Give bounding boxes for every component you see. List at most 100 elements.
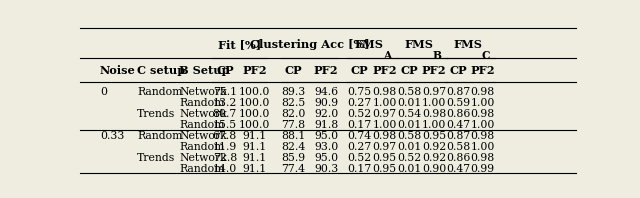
Text: Random: Random xyxy=(179,120,225,130)
Text: 0.98: 0.98 xyxy=(470,87,495,97)
Text: 75.1: 75.1 xyxy=(212,87,237,97)
Text: 95.0: 95.0 xyxy=(314,153,338,163)
Text: 0.86: 0.86 xyxy=(446,153,470,163)
Text: CP: CP xyxy=(401,65,418,76)
Text: 0.58: 0.58 xyxy=(397,131,422,141)
Text: 0.52: 0.52 xyxy=(348,109,372,119)
Text: 0.98: 0.98 xyxy=(422,109,446,119)
Text: 0.17: 0.17 xyxy=(348,164,372,174)
Text: 82.4: 82.4 xyxy=(281,142,305,152)
Text: Random: Random xyxy=(179,164,225,174)
Text: Network: Network xyxy=(179,153,227,163)
Text: C: C xyxy=(481,50,490,61)
Text: 0.52: 0.52 xyxy=(397,153,422,163)
Text: 77.8: 77.8 xyxy=(281,120,305,130)
Text: 0.97: 0.97 xyxy=(372,109,397,119)
Text: 80.7: 80.7 xyxy=(212,109,237,119)
Text: 1.00: 1.00 xyxy=(422,120,446,130)
Text: FMS: FMS xyxy=(404,39,433,50)
Text: 0.01: 0.01 xyxy=(397,164,422,174)
Text: PF2: PF2 xyxy=(243,65,267,76)
Text: Random: Random xyxy=(137,131,182,141)
Text: 95.0: 95.0 xyxy=(314,131,338,141)
Text: 0.95: 0.95 xyxy=(372,164,397,174)
Text: Noise: Noise xyxy=(100,65,136,76)
Text: 0.98: 0.98 xyxy=(372,87,397,97)
Text: 0.52: 0.52 xyxy=(348,153,372,163)
Text: 92.0: 92.0 xyxy=(314,109,338,119)
Text: 0.98: 0.98 xyxy=(470,131,495,141)
Text: 82.5: 82.5 xyxy=(281,98,305,108)
Text: 85.9: 85.9 xyxy=(281,153,305,163)
Text: 15.5: 15.5 xyxy=(212,120,237,130)
Text: 0.97: 0.97 xyxy=(422,87,446,97)
Text: 91.1: 91.1 xyxy=(243,153,267,163)
Text: 13.2: 13.2 xyxy=(212,98,237,108)
Text: 0.90: 0.90 xyxy=(422,164,446,174)
Text: 0.59: 0.59 xyxy=(446,98,470,108)
Text: 1.00: 1.00 xyxy=(372,98,397,108)
Text: 100.0: 100.0 xyxy=(239,109,270,119)
Text: Fit [%]: Fit [%] xyxy=(218,39,261,50)
Text: 1.00: 1.00 xyxy=(470,98,495,108)
Text: Network: Network xyxy=(179,109,227,119)
Text: 0.58: 0.58 xyxy=(397,87,422,97)
Text: 0.97: 0.97 xyxy=(372,142,397,152)
Text: Trends: Trends xyxy=(137,109,175,119)
Text: PF2: PF2 xyxy=(372,65,397,76)
Text: 91.1: 91.1 xyxy=(243,131,267,141)
Text: 0.98: 0.98 xyxy=(372,131,397,141)
Text: C setup: C setup xyxy=(137,65,186,76)
Text: 90.3: 90.3 xyxy=(314,164,338,174)
Text: PF2: PF2 xyxy=(422,65,447,76)
Text: 100.0: 100.0 xyxy=(239,120,270,130)
Text: 11.9: 11.9 xyxy=(212,142,237,152)
Text: 0.75: 0.75 xyxy=(348,87,372,97)
Text: 1.00: 1.00 xyxy=(372,120,397,130)
Text: 0.95: 0.95 xyxy=(422,131,446,141)
Text: 1.00: 1.00 xyxy=(422,98,446,108)
Text: Clustering Acc [%]: Clustering Acc [%] xyxy=(250,39,369,50)
Text: Network: Network xyxy=(179,131,227,141)
Text: 82.0: 82.0 xyxy=(281,109,305,119)
Text: 100.0: 100.0 xyxy=(239,87,270,97)
Text: 91.1: 91.1 xyxy=(243,142,267,152)
Text: Random: Random xyxy=(179,142,225,152)
Text: CP: CP xyxy=(449,65,467,76)
Text: 0.33: 0.33 xyxy=(100,131,124,141)
Text: Random: Random xyxy=(179,98,225,108)
Text: CP: CP xyxy=(351,65,369,76)
Text: 88.1: 88.1 xyxy=(281,131,305,141)
Text: B: B xyxy=(433,50,442,61)
Text: 0.99: 0.99 xyxy=(470,164,495,174)
Text: 0.47: 0.47 xyxy=(446,120,470,130)
Text: 0.92: 0.92 xyxy=(422,153,446,163)
Text: 0.01: 0.01 xyxy=(397,142,422,152)
Text: 91.8: 91.8 xyxy=(314,120,338,130)
Text: 0.74: 0.74 xyxy=(348,131,372,141)
Text: 14.0: 14.0 xyxy=(212,164,237,174)
Text: 91.1: 91.1 xyxy=(243,164,267,174)
Text: 0.27: 0.27 xyxy=(348,98,372,108)
Text: 0.86: 0.86 xyxy=(446,109,470,119)
Text: 93.0: 93.0 xyxy=(314,142,338,152)
Text: 0.01: 0.01 xyxy=(397,98,422,108)
Text: 0.98: 0.98 xyxy=(470,109,495,119)
Text: 0.95: 0.95 xyxy=(372,153,397,163)
Text: CP: CP xyxy=(216,65,234,76)
Text: 0.58: 0.58 xyxy=(446,142,470,152)
Text: 77.4: 77.4 xyxy=(282,164,305,174)
Text: 0.01: 0.01 xyxy=(397,120,422,130)
Text: FMS: FMS xyxy=(453,39,482,50)
Text: 0.54: 0.54 xyxy=(397,109,421,119)
Text: 0.98: 0.98 xyxy=(470,153,495,163)
Text: 67.8: 67.8 xyxy=(212,131,237,141)
Text: 0.17: 0.17 xyxy=(348,120,372,130)
Text: Network: Network xyxy=(179,87,227,97)
Text: 89.3: 89.3 xyxy=(281,87,305,97)
Text: 0.92: 0.92 xyxy=(422,142,446,152)
Text: PF2: PF2 xyxy=(470,65,495,76)
Text: PF2: PF2 xyxy=(314,65,339,76)
Text: 94.6: 94.6 xyxy=(314,87,338,97)
Text: FMS: FMS xyxy=(355,39,383,50)
